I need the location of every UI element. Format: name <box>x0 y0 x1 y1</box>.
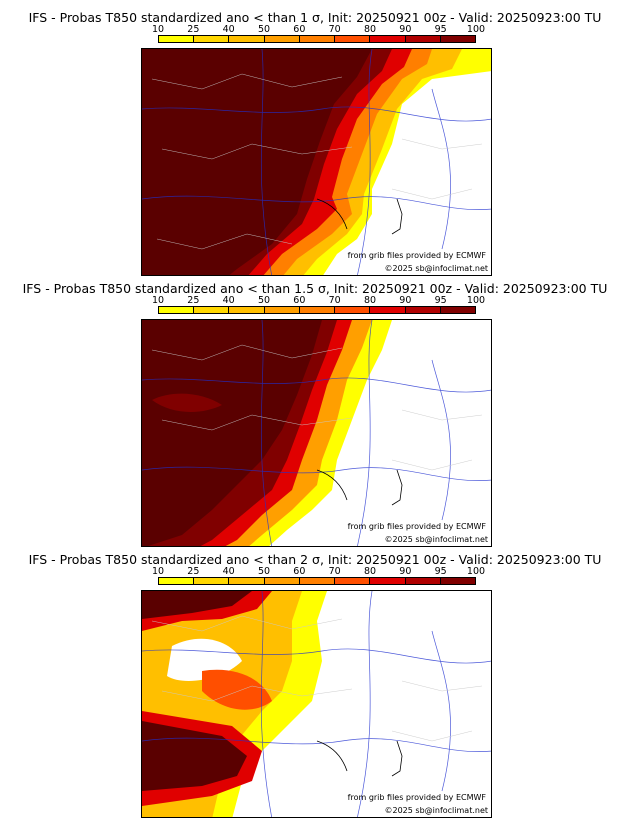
color-legend: 10 25 40 50 60 70 80 90 95 100 <box>152 24 485 45</box>
color-legend: 10 25 40 50 60 70 80 90 95 100 <box>152 566 485 587</box>
legend-swatches <box>158 306 476 314</box>
map-panel-1: IFS - Probas T850 standardized ano < tha… <box>0 0 630 276</box>
legend-tick-label: 100 <box>466 295 486 306</box>
legend-swatch <box>370 36 406 42</box>
legend-tick-label: 70 <box>328 566 341 577</box>
legend-swatches <box>158 577 476 585</box>
legend-tick-label: 90 <box>399 24 412 35</box>
data-credit: from grib files provided by ECMWF <box>347 522 486 531</box>
legend-swatch <box>264 36 300 42</box>
legend-swatch <box>335 36 371 42</box>
panel-title: IFS - Probas T850 standardized ano < tha… <box>22 281 608 296</box>
legend-swatch <box>440 307 475 313</box>
legend-tick-label: 95 <box>434 295 447 306</box>
legend-tick-label: 60 <box>293 566 306 577</box>
legend-swatch <box>229 36 265 42</box>
legend-tick-label: 80 <box>363 24 377 35</box>
color-legend: 10 25 40 50 60 70 80 90 95 100 <box>152 295 485 316</box>
legend-tick-label: 50 <box>257 295 271 306</box>
legend-tick-label: 60 <box>293 295 306 306</box>
legend-swatch <box>229 578 265 584</box>
legend-swatch <box>440 36 475 42</box>
data-credit: from grib files provided by ECMWF <box>347 793 486 802</box>
legend-swatch <box>299 578 336 584</box>
legend-swatch <box>405 36 441 42</box>
legend-tick-label: 90 <box>399 566 412 577</box>
legend-swatch <box>159 36 195 42</box>
legend-swatch <box>405 307 441 313</box>
legend-tick-label: 10 <box>151 566 165 577</box>
legend-swatch <box>264 307 300 313</box>
legend-tick-label: 90 <box>399 295 412 306</box>
legend-tick-label: 40 <box>222 566 235 577</box>
panel-title: IFS - Probas T850 standardized ano < tha… <box>28 552 602 567</box>
legend-swatch <box>229 307 265 313</box>
legend-swatch <box>370 578 406 584</box>
legend-tick-label: 25 <box>187 566 200 577</box>
copyright: ©2025 sb@infoclimat.net <box>384 535 489 544</box>
legend-swatch <box>194 36 230 42</box>
legend-swatch <box>264 578 300 584</box>
map-panel-2: IFS - Probas T850 standardized ano < tha… <box>0 271 630 547</box>
legend-swatch <box>370 307 406 313</box>
legend-swatch <box>405 578 441 584</box>
legend-swatch <box>194 307 230 313</box>
legend-swatch <box>299 36 336 42</box>
panel-title: IFS - Probas T850 standardized ano < tha… <box>28 10 602 25</box>
legend-tick-label: 40 <box>222 24 235 35</box>
legend-tick-label: 80 <box>363 295 377 306</box>
legend-tick-label: 25 <box>187 295 200 306</box>
legend-swatch <box>440 578 475 584</box>
legend-swatch <box>159 578 195 584</box>
legend-swatch <box>159 307 195 313</box>
legend-tick-label: 50 <box>257 566 271 577</box>
legend-swatch <box>299 307 336 313</box>
legend-tick-label: 50 <box>257 24 271 35</box>
legend-swatch <box>335 307 371 313</box>
legend-tick-label: 95 <box>434 566 447 577</box>
probability-map: from grib files provided by ECMWF ©2025 … <box>141 590 492 818</box>
legend-tick-label: 60 <box>293 24 306 35</box>
legend-tick-label: 40 <box>222 295 235 306</box>
legend-tick-label: 95 <box>434 24 447 35</box>
probability-map: from grib files provided by ECMWF ©2025 … <box>141 319 492 547</box>
legend-tick-label: 70 <box>328 24 341 35</box>
legend-tick-label: 100 <box>466 566 486 577</box>
map-panel-3: IFS - Probas T850 standardized ano < tha… <box>0 542 630 818</box>
legend-tick-label: 10 <box>151 24 165 35</box>
probability-map: from grib files provided by ECMWF ©2025 … <box>141 48 492 276</box>
copyright: ©2025 sb@infoclimat.net <box>384 806 489 815</box>
legend-swatches <box>158 35 476 43</box>
legend-swatch <box>335 578 371 584</box>
legend-tick-label: 10 <box>151 295 165 306</box>
legend-tick-label: 100 <box>466 24 486 35</box>
legend-tick-label: 70 <box>328 295 341 306</box>
legend-swatch <box>194 578 230 584</box>
legend-tick-label: 80 <box>363 566 377 577</box>
legend-tick-label: 25 <box>187 24 200 35</box>
data-credit: from grib files provided by ECMWF <box>347 251 486 260</box>
copyright: ©2025 sb@infoclimat.net <box>384 264 489 273</box>
